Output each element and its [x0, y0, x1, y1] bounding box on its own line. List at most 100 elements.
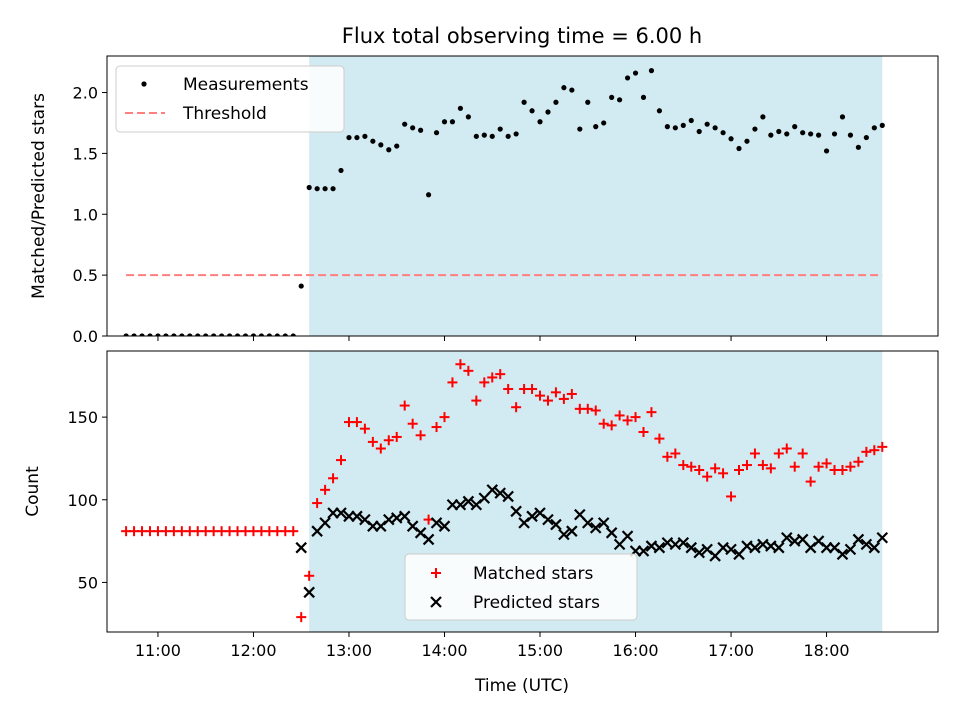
measurement-point — [632, 70, 639, 76]
matched-star-point — [439, 412, 450, 423]
measurement-point — [211, 333, 217, 336]
matched-star-point — [678, 460, 689, 471]
measurement-point — [219, 333, 225, 336]
predicted-star-point — [589, 522, 602, 534]
x-axis-label: Time (UTC) — [474, 676, 569, 696]
matched-star-point — [805, 476, 816, 487]
matched-star-point — [797, 448, 808, 459]
measurement-point — [242, 333, 249, 336]
predicted-star-point — [581, 517, 594, 529]
measurement-point — [123, 333, 129, 336]
matched-star-point — [614, 410, 625, 421]
measurement-point — [529, 108, 535, 114]
measurement-point — [672, 125, 678, 131]
legend-marker-measurements — [141, 81, 147, 87]
matched-star-point — [686, 461, 697, 472]
matched-star-point — [407, 418, 418, 429]
predicted-star-point — [780, 532, 793, 544]
measurement-point — [513, 131, 519, 137]
matched-star-point — [773, 448, 784, 459]
x-tick-label: 15:00 — [517, 641, 563, 660]
measurement-point — [258, 333, 265, 336]
matched-star-point — [646, 407, 657, 418]
predicted-star-point — [438, 520, 451, 532]
measurement-point — [298, 283, 304, 289]
predicted-star-point — [725, 543, 737, 556]
matched-star-point — [718, 468, 729, 479]
measurement-point — [720, 130, 726, 136]
matched-star-point — [447, 377, 458, 388]
measurement-point — [680, 122, 686, 128]
predicted-star-point — [860, 538, 873, 551]
y-tick-label: 50 — [78, 573, 98, 592]
y-tick-label: 2.0 — [73, 84, 98, 103]
matched-star-point — [542, 395, 553, 406]
measurement-point — [274, 333, 280, 336]
measurement-point — [290, 333, 296, 336]
measurement-point — [760, 114, 766, 120]
measurement-point — [322, 186, 328, 192]
legend-label-threshold: Threshold — [182, 104, 267, 124]
predicted-star-point — [566, 525, 578, 537]
measurement-point — [378, 142, 384, 148]
measurement-point — [545, 109, 551, 115]
predicted-star-point — [621, 530, 634, 542]
matched-star-point — [606, 420, 617, 431]
legend-label-predicted: Predicted stars — [473, 593, 600, 613]
matched-star-point — [789, 461, 800, 472]
measurement-point — [800, 130, 806, 136]
matched-star-point — [367, 436, 378, 447]
predicted-star-point — [693, 546, 705, 559]
x-tick-label: 13:00 — [326, 641, 372, 660]
measurement-point — [664, 124, 670, 130]
measurement-point — [609, 94, 615, 100]
matched-star-point — [558, 393, 569, 404]
predicted-star-point — [773, 541, 785, 554]
x-tick-label: 17:00 — [708, 641, 754, 660]
measurement-point — [855, 144, 862, 150]
predicted-star-point — [852, 533, 865, 546]
matched-star-point — [487, 372, 498, 383]
predicted-star-point — [876, 532, 889, 544]
measurement-point — [354, 134, 360, 141]
matched-star-point — [590, 405, 601, 416]
matched-star-point — [869, 445, 880, 456]
measurement-point — [847, 132, 854, 138]
predicted-star-point — [558, 528, 570, 541]
measurement-point — [624, 75, 631, 81]
matched-star-point — [479, 377, 490, 388]
ratio-axes-frame — [106, 55, 939, 337]
matched-star-point — [734, 465, 745, 476]
measurement-point — [521, 99, 527, 105]
measurement-point — [871, 125, 877, 131]
x-tick-label: 11:00 — [135, 641, 181, 660]
measurement-point — [688, 117, 694, 124]
legend-marker-predicted — [430, 596, 442, 608]
matched-star-point — [304, 570, 315, 581]
measurement-point — [704, 121, 710, 127]
measurement-point — [306, 184, 312, 191]
measurement-point — [792, 124, 798, 130]
matched-star-point — [535, 390, 546, 401]
measurement-point — [752, 126, 758, 132]
predicted-star-point — [637, 545, 650, 557]
matched-star-point — [702, 471, 713, 482]
measurement-point — [648, 68, 655, 74]
predicted-star-point — [462, 495, 475, 508]
ratio-panel: 0.00.51.01.52.0 Matched/Predicted stars … — [29, 55, 939, 346]
matched-star-point — [813, 461, 824, 472]
predicted-star-point — [844, 543, 857, 556]
matched-star-point — [511, 402, 522, 413]
measurement-point — [131, 333, 137, 336]
matched-star-point — [288, 526, 299, 537]
matched-star-point — [391, 431, 402, 442]
predicted-star-point — [510, 505, 522, 518]
matched-star-point — [670, 448, 681, 459]
count-y-ticks: 50 100 150 — [67, 408, 107, 592]
measurement-point — [768, 132, 774, 138]
ratio-y-axis-label: Matched/Predicted stars — [29, 93, 49, 299]
measurement-point — [489, 133, 495, 139]
measurement-point — [561, 85, 567, 91]
legend-box — [115, 65, 345, 133]
